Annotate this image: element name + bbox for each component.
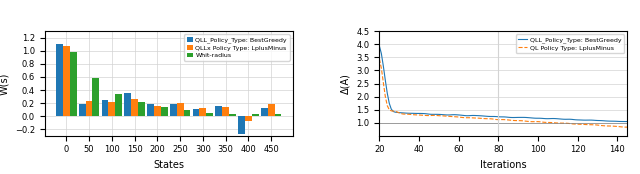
Bar: [115, 94, 122, 116]
Bar: [154, 106, 161, 116]
QLL_Policy_Type: BestGreedy: (94, 1.2): BestGreedy: (94, 1.2): [522, 116, 530, 118]
Bar: [161, 107, 168, 116]
Bar: [124, 93, 131, 116]
Legend: QLL_Policy_Type: BestGreedy, QLLx Policy Type: LplusMinus, Whit-radius: QLL_Policy_Type: BestGreedy, QLLx Policy…: [184, 34, 289, 61]
QL Policy Type: LplusMinus: (145, 0.829): LplusMinus: (145, 0.829): [623, 126, 631, 128]
Bar: [108, 102, 115, 116]
Bar: [56, 44, 63, 116]
Line: QLL_Policy_Type: BestGreedy: QLL_Policy_Type: BestGreedy: [380, 46, 627, 122]
Bar: [222, 107, 229, 116]
Legend: QLL_Policy_Type: BestGreedy, QL Policy Type: LplusMinus: QLL_Policy_Type: BestGreedy, QL Policy T…: [516, 34, 624, 53]
QL Policy Type: LplusMinus: (28, 1.43): LplusMinus: (28, 1.43): [392, 110, 399, 112]
Bar: [275, 114, 282, 116]
QL Policy Type: LplusMinus: (103, 1.02): LplusMinus: (103, 1.02): [540, 121, 548, 123]
QL Policy Type: LplusMinus: (97, 1.04): LplusMinus: (97, 1.04): [528, 121, 536, 123]
Bar: [147, 104, 154, 116]
Bar: [177, 103, 184, 116]
Bar: [79, 104, 86, 116]
Bar: [63, 46, 70, 116]
Bar: [268, 104, 275, 116]
Bar: [193, 109, 200, 116]
QL Policy Type: LplusMinus: (79, 1.12): LplusMinus: (79, 1.12): [493, 118, 500, 121]
X-axis label: States: States: [153, 160, 184, 170]
Bar: [70, 52, 77, 116]
Bar: [216, 106, 222, 116]
Bar: [261, 108, 268, 116]
QLL_Policy_Type: BestGreedy: (97, 1.18): BestGreedy: (97, 1.18): [528, 117, 536, 119]
Bar: [245, 116, 252, 121]
Line: QL Policy Type: LplusMinus: QL Policy Type: LplusMinus: [380, 59, 627, 127]
QLL_Policy_Type: BestGreedy: (28, 1.4): BestGreedy: (28, 1.4): [392, 111, 399, 113]
QLL_Policy_Type: BestGreedy: (79, 1.23): BestGreedy: (79, 1.23): [493, 116, 500, 118]
QLL_Policy_Type: BestGreedy: (103, 1.16): BestGreedy: (103, 1.16): [540, 117, 548, 120]
X-axis label: Iterations: Iterations: [480, 160, 527, 170]
Bar: [229, 114, 236, 116]
Bar: [184, 110, 190, 116]
Bar: [200, 108, 206, 116]
QL Policy Type: LplusMinus: (52, 1.26): LplusMinus: (52, 1.26): [439, 115, 447, 117]
QLL_Policy_Type: BestGreedy: (145, 1.04): BestGreedy: (145, 1.04): [623, 121, 631, 123]
Bar: [92, 78, 99, 116]
Bar: [102, 101, 108, 116]
Bar: [86, 101, 92, 116]
QLL_Policy_Type: BestGreedy: (20, 3.94): BestGreedy: (20, 3.94): [376, 45, 383, 47]
Bar: [206, 113, 213, 116]
Bar: [170, 104, 177, 116]
QL Policy Type: LplusMinus: (20, 3.44): LplusMinus: (20, 3.44): [376, 58, 383, 60]
QLL_Policy_Type: BestGreedy: (52, 1.31): BestGreedy: (52, 1.31): [439, 114, 447, 116]
Bar: [252, 114, 259, 116]
QL Policy Type: LplusMinus: (94, 1.06): LplusMinus: (94, 1.06): [522, 120, 530, 122]
Bar: [238, 116, 245, 134]
Bar: [131, 99, 138, 116]
Y-axis label: W(s): W(s): [0, 72, 10, 95]
Y-axis label: Δ(A): Δ(A): [341, 73, 351, 94]
Bar: [138, 102, 145, 116]
